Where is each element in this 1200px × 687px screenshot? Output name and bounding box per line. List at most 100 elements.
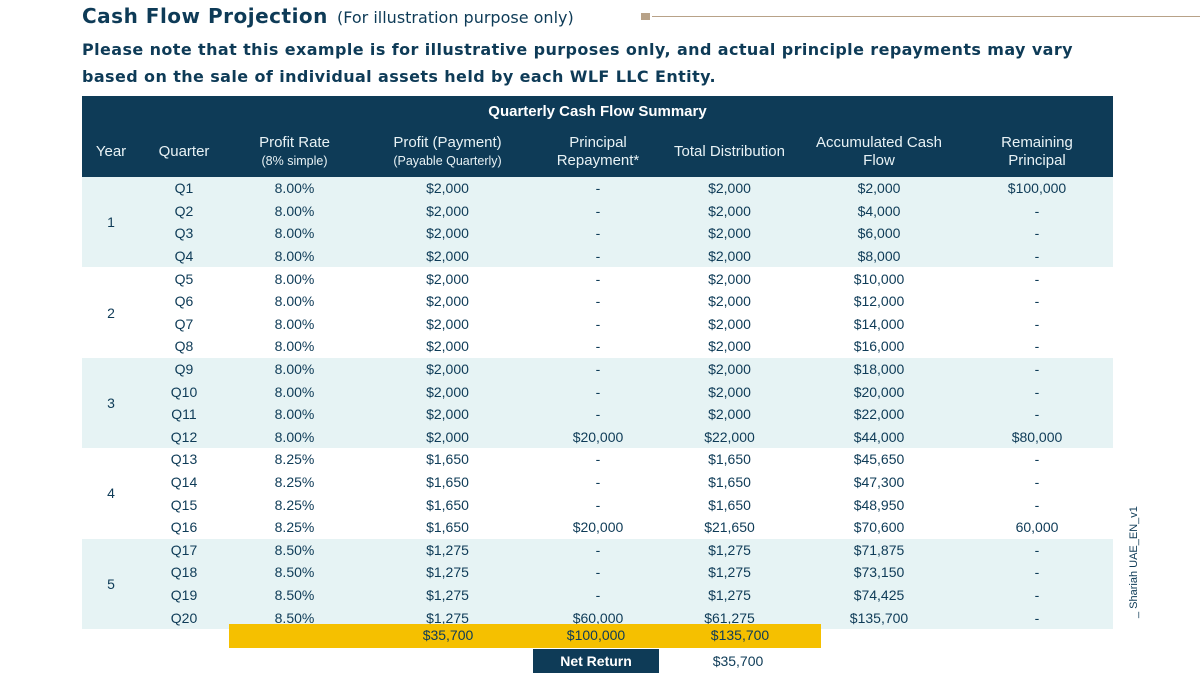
net-return-value: $35,700 [712,653,764,669]
header-total-distribution: Total Distribution [662,127,797,177]
cell-remaining: - [961,470,1113,494]
cell-remaining: - [961,448,1113,471]
cell-principal: - [534,244,662,268]
table-row: 4 Q13 8.25% $1,650- $1,650 $45,650- [82,448,1113,539]
cell-profit: $2,000 [361,335,534,358]
cell-total: $22,000 [662,425,797,449]
cell-accumulated: $48,950 [797,493,961,516]
cell-principal: - [534,561,662,584]
cell-total: $2,000 [662,335,797,358]
cell-quarter: Q15 [140,493,228,516]
cell-principal: - [534,357,662,381]
cell-year: 4 [82,448,140,539]
cell-total: $2,000 [662,199,797,223]
cell-remaining: - [961,199,1113,223]
cell-principal: - [534,380,662,403]
cell-profit: $2,000 [361,199,534,223]
cell-quarter: Q18 [140,561,228,584]
cell-profit: $2,000 [361,402,534,426]
table-row: Q12 8.00% $2,000 $20,000 $22,000 $44,000 $80,0… [82,425,1113,449]
cell-year: 3 [82,357,140,449]
cell-accumulated: $45,650 [797,448,961,471]
table-row: Q6 8.00% $2,000- $2,000 $12,000- [82,289,1113,313]
cell-principal: - [534,402,662,426]
net-return-label: Net Return [533,649,659,673]
cell-principal: $20,000 [534,515,662,539]
cell-accumulated: $74,425 [797,583,961,607]
cell-profit-rate: 8.25% [228,515,361,539]
cell-remaining: - [961,312,1113,336]
cell-profit-rate: 8.25% [228,448,361,471]
total-distribution-sum: $135,700 [710,627,770,643]
table-row: Q4 8.00% $2,000- $2,000 $8,000- [82,244,1113,268]
cell-accumulated: $73,150 [797,561,961,584]
cell-remaining: - [961,335,1113,358]
header-remaining-principal: Remaining Principal [961,127,1113,177]
cell-remaining: - [961,357,1113,381]
cell-profit: $1,275 [361,583,534,607]
cell-principal: $60,000 [534,606,662,629]
title-rule [652,16,1200,17]
cell-accumulated: $14,000 [797,312,961,336]
cell-quarter: Q20 [140,606,228,629]
cell-accumulated: $18,000 [797,357,961,381]
cell-total: $1,275 [662,538,797,562]
cell-quarter: Q19 [140,583,228,607]
cell-profit-rate: 8.00% [228,222,361,245]
cell-profit-rate: 8.50% [228,583,361,607]
title-rule-marker [641,13,650,20]
cell-quarter: Q16 [140,515,228,539]
table-row: Q10 8.00% $2,000- $2,000 $20,000- [82,380,1113,403]
header-profit-rate: Profit Rate (8% simple) [228,127,361,177]
cell-total: $2,000 [662,289,797,313]
cell-remaining: - [961,493,1113,516]
cell-year: 5 [82,538,140,629]
cell-remaining: $100,000 [961,177,1113,200]
cell-accumulated: $6,000 [797,222,961,245]
header-principal-repayment: Principal Repayment* [534,127,662,177]
cell-quarter: Q9 [140,357,228,381]
table-row: Q19 8.50% $1,275- $1,275 $74,425- [82,583,1113,607]
cell-principal: - [534,312,662,336]
cell-remaining: - [961,222,1113,245]
cell-accumulated: $20,000 [797,380,961,403]
cell-accumulated: $70,600 [797,515,961,539]
cell-profit: $1,275 [361,606,534,629]
table-row: Q8 8.00% $2,000- $2,000 $16,000- [82,335,1113,358]
cell-year: 1 [82,177,140,268]
cell-principal: - [534,222,662,245]
cell-total: $61,275 [662,606,797,629]
table-row: Q3 8.00% $2,000- $2,000 $6,000- [82,222,1113,245]
cell-profit: $1,650 [361,493,534,516]
cell-remaining: - [961,606,1113,629]
cell-principal: - [534,335,662,358]
cell-quarter: Q1 [140,177,228,200]
cell-quarter: Q5 [140,267,228,290]
cell-profit-rate: 8.00% [228,312,361,336]
cell-remaining: - [961,244,1113,268]
cell-profit-rate: 8.50% [228,606,361,629]
header-quarter: Quarter [140,127,228,177]
cell-quarter: Q2 [140,199,228,223]
cell-total: $2,000 [662,267,797,290]
table-row: 1 Q1 8.00% $2,000- $2,000 $2,000 $100,000 [82,177,1113,268]
total-profit: $35,700 [422,627,474,643]
title-main: Cash Flow Projection [82,4,328,28]
cell-total: $1,650 [662,470,797,494]
table-row: 3 Q9 8.00% $2,000- $2,000 $18,000- [82,357,1113,449]
cell-total: $2,000 [662,177,797,200]
table-summary-title: Quarterly Cash Flow Summary [82,96,1113,127]
cell-principal: - [534,448,662,471]
cell-profit: $2,000 [361,267,534,290]
cell-profit: $2,000 [361,289,534,313]
cell-principal: $20,000 [534,425,662,449]
cell-profit-rate: 8.00% [228,335,361,358]
table-row: Q7 8.00% $2,000- $2,000 $14,000- [82,312,1113,336]
cell-quarter: Q11 [140,402,228,426]
cell-quarter: Q7 [140,312,228,336]
cash-flow-table-container: Quarterly Cash Flow Summary Year Quarter… [82,96,1113,629]
cell-total: $1,650 [662,493,797,516]
cell-profit-rate: 8.50% [228,561,361,584]
cell-remaining: $80,000 [961,425,1113,449]
total-principal: $100,000 [566,627,626,643]
